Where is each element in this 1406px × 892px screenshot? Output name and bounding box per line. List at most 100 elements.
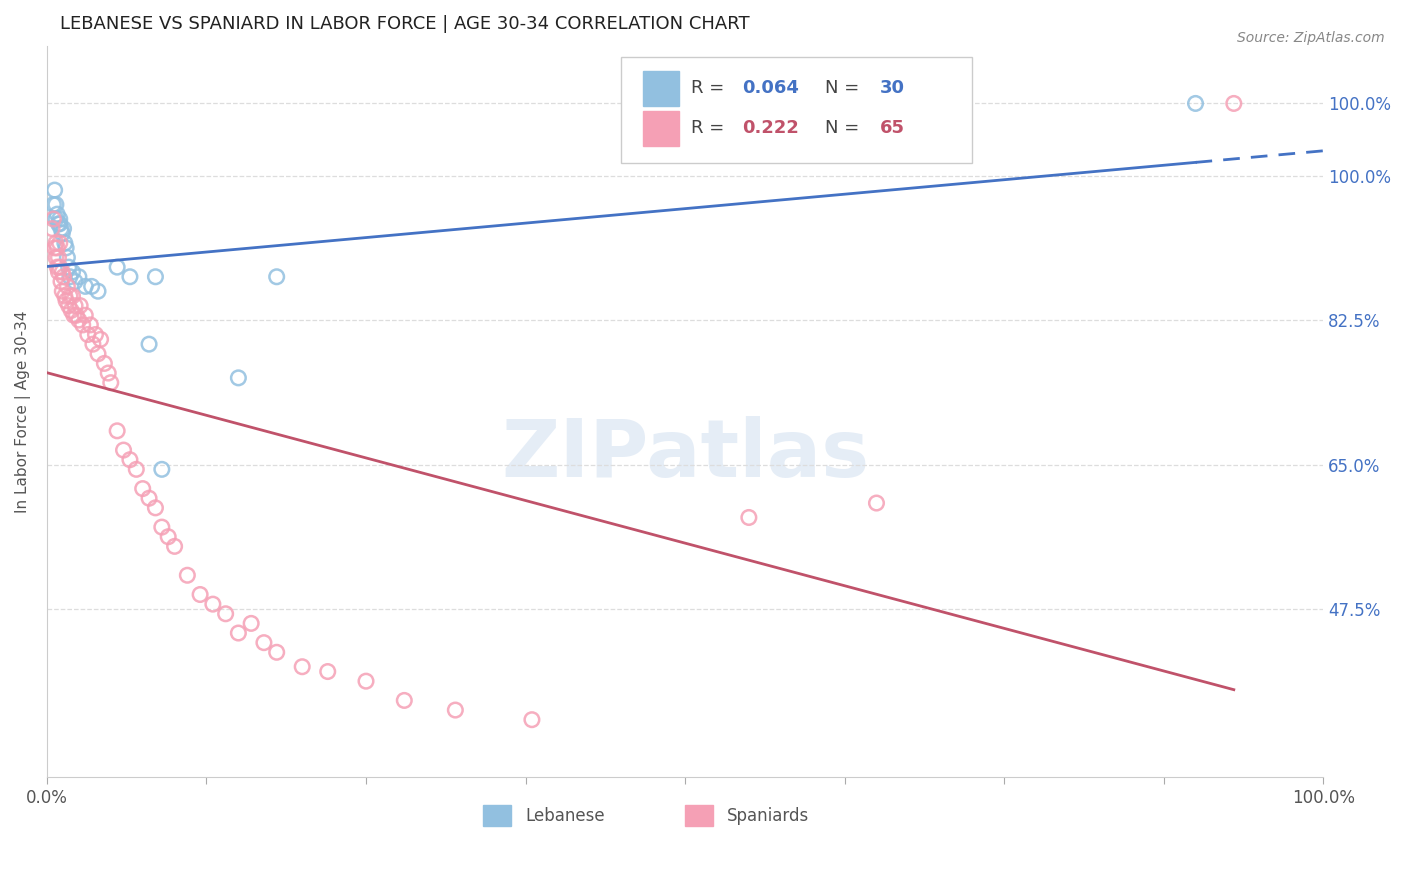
Point <box>394 693 416 707</box>
Point <box>52 221 75 235</box>
Point <box>157 530 180 544</box>
Point <box>87 284 110 298</box>
Point <box>100 376 122 390</box>
Point <box>75 308 97 322</box>
Text: R =: R = <box>692 120 737 137</box>
Point <box>131 482 153 496</box>
Point <box>48 217 70 231</box>
Bar <box>685 805 713 827</box>
Bar <box>643 70 679 105</box>
Point <box>253 635 276 649</box>
Point <box>150 520 173 534</box>
Point <box>53 289 76 303</box>
Text: N =: N = <box>825 79 866 97</box>
Point <box>65 308 87 322</box>
Point <box>60 303 83 318</box>
Point <box>316 665 339 679</box>
Point <box>82 337 104 351</box>
Point <box>228 626 250 640</box>
Point <box>58 299 80 313</box>
Text: 0.064: 0.064 <box>742 79 800 97</box>
Point <box>45 235 67 250</box>
Point <box>45 212 67 227</box>
Point <box>56 251 79 265</box>
Point <box>240 616 263 631</box>
Point <box>49 221 72 235</box>
Point <box>90 332 112 346</box>
Point <box>105 424 128 438</box>
Point <box>214 607 236 621</box>
Point <box>291 659 314 673</box>
Point <box>48 212 70 227</box>
Point <box>266 269 288 284</box>
Point <box>72 318 94 332</box>
Point <box>138 491 160 506</box>
Point <box>42 212 65 227</box>
Point <box>76 327 98 342</box>
Point <box>97 366 120 380</box>
Text: R =: R = <box>692 79 731 97</box>
Point <box>145 269 167 284</box>
Point <box>87 347 110 361</box>
Point <box>865 496 887 510</box>
Point <box>48 235 70 250</box>
Point <box>48 260 70 274</box>
Point <box>69 299 91 313</box>
Point <box>46 207 69 221</box>
Point <box>354 674 377 689</box>
Point <box>63 299 86 313</box>
Point <box>444 703 467 717</box>
Point <box>44 241 66 255</box>
Point <box>51 227 73 241</box>
Point <box>41 221 63 235</box>
Point <box>163 540 186 554</box>
Text: Lebanese: Lebanese <box>526 806 605 824</box>
Point <box>125 462 148 476</box>
Bar <box>643 111 679 146</box>
Point <box>1184 96 1206 111</box>
Point <box>55 293 77 308</box>
Point <box>266 645 288 659</box>
Point <box>49 275 72 289</box>
Point <box>112 443 135 458</box>
Point <box>75 279 97 293</box>
Text: Spaniards: Spaniards <box>727 806 810 824</box>
Point <box>738 510 761 524</box>
Text: 30: 30 <box>880 79 905 97</box>
Point <box>79 318 101 332</box>
Y-axis label: In Labor Force | Age 30-34: In Labor Force | Age 30-34 <box>15 310 31 513</box>
Point <box>46 260 69 274</box>
Point <box>48 251 70 265</box>
Point <box>45 251 67 265</box>
Text: ZIPatlas: ZIPatlas <box>501 417 869 494</box>
Point <box>62 265 84 279</box>
Point <box>63 275 86 289</box>
Point <box>46 241 69 255</box>
Point <box>150 462 173 476</box>
Point <box>59 269 82 284</box>
Point <box>1223 96 1246 111</box>
Bar <box>484 805 512 827</box>
Point <box>51 284 73 298</box>
Point <box>176 568 198 582</box>
Text: 65: 65 <box>880 120 905 137</box>
Point <box>80 279 103 293</box>
Point <box>84 327 107 342</box>
Point <box>118 452 141 467</box>
Point <box>228 371 250 385</box>
Point <box>52 269 75 284</box>
Point <box>53 235 76 250</box>
Point <box>55 241 77 255</box>
Point <box>45 197 67 211</box>
Point <box>105 260 128 274</box>
Point <box>44 183 66 197</box>
FancyBboxPatch shape <box>621 57 972 162</box>
Text: LEBANESE VS SPANIARD IN LABOR FORCE | AGE 30-34 CORRELATION CHART: LEBANESE VS SPANIARD IN LABOR FORCE | AG… <box>59 15 749 33</box>
Point <box>58 260 80 274</box>
Point <box>62 308 84 322</box>
Point <box>67 313 90 327</box>
Point <box>118 269 141 284</box>
Point <box>93 356 115 370</box>
Point <box>201 597 224 611</box>
Text: Source: ZipAtlas.com: Source: ZipAtlas.com <box>1237 31 1385 45</box>
